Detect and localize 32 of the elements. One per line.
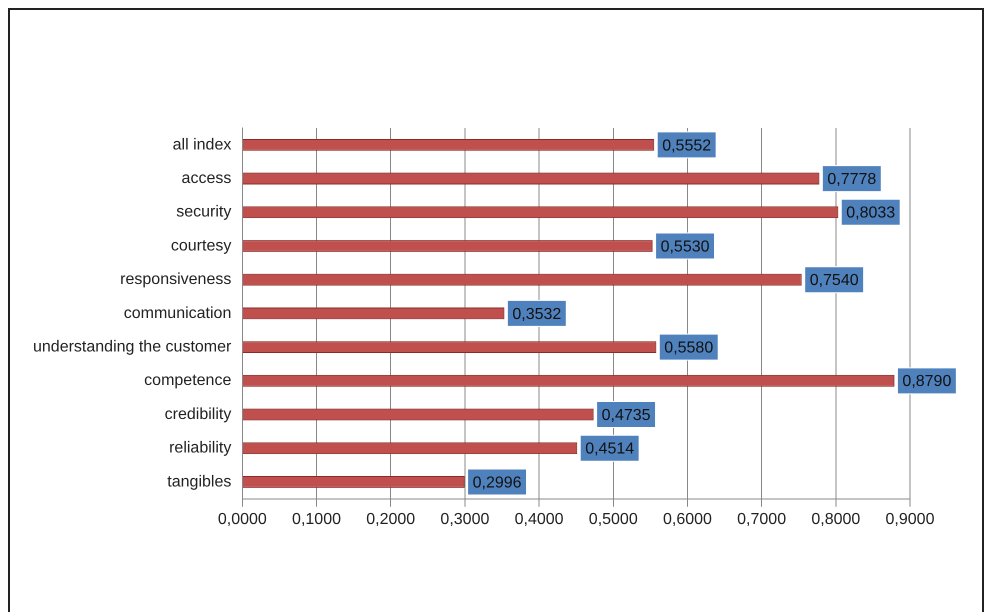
- y-tick-label: competence: [144, 372, 232, 390]
- x-tick-label: 0,2000: [366, 510, 416, 528]
- data-label: 0,7778: [827, 170, 876, 188]
- x-tick-label: 0,4000: [514, 510, 564, 528]
- data-label: 0,7540: [810, 272, 859, 290]
- y-tick-label: communication: [124, 304, 232, 322]
- data-label: 0,4514: [585, 440, 634, 458]
- data-label: 0,5530: [660, 238, 710, 256]
- y-tick-label: tangibles: [167, 473, 232, 490]
- x-tick-label: 0,8000: [811, 510, 860, 528]
- x-tick-label: 0,1000: [292, 510, 342, 528]
- y-tick-label: reliability: [169, 440, 232, 457]
- x-tick-label: 0,9000: [886, 510, 935, 528]
- data-label: 0,3532: [512, 306, 562, 323]
- x-tick-label: 0,5000: [588, 510, 638, 528]
- x-tick-label: 0,7000: [737, 510, 786, 528]
- data-label: 0,2996: [472, 474, 522, 492]
- y-tick-label: courtesy: [170, 237, 232, 254]
- x-tick-label: 0,6000: [662, 510, 712, 528]
- y-tick-label: responsiveness: [120, 271, 232, 288]
- x-tick-label: 0,3000: [440, 510, 490, 528]
- data-label: 0,5580: [664, 340, 714, 357]
- y-tick-label: all index: [172, 136, 232, 154]
- data-label: 0,5552: [662, 137, 712, 154]
- y-tick-label: security: [176, 204, 232, 221]
- data-label: 0,8790: [902, 373, 952, 390]
- x-tick-label: 0,0000: [218, 510, 267, 528]
- data-label: 0,4735: [602, 406, 651, 424]
- y-tick-label: credibility: [164, 406, 232, 423]
- data-label: 0,8033: [846, 204, 896, 222]
- y-tick-label: access: [182, 170, 232, 187]
- y-tick-label: understanding the customer: [33, 338, 232, 356]
